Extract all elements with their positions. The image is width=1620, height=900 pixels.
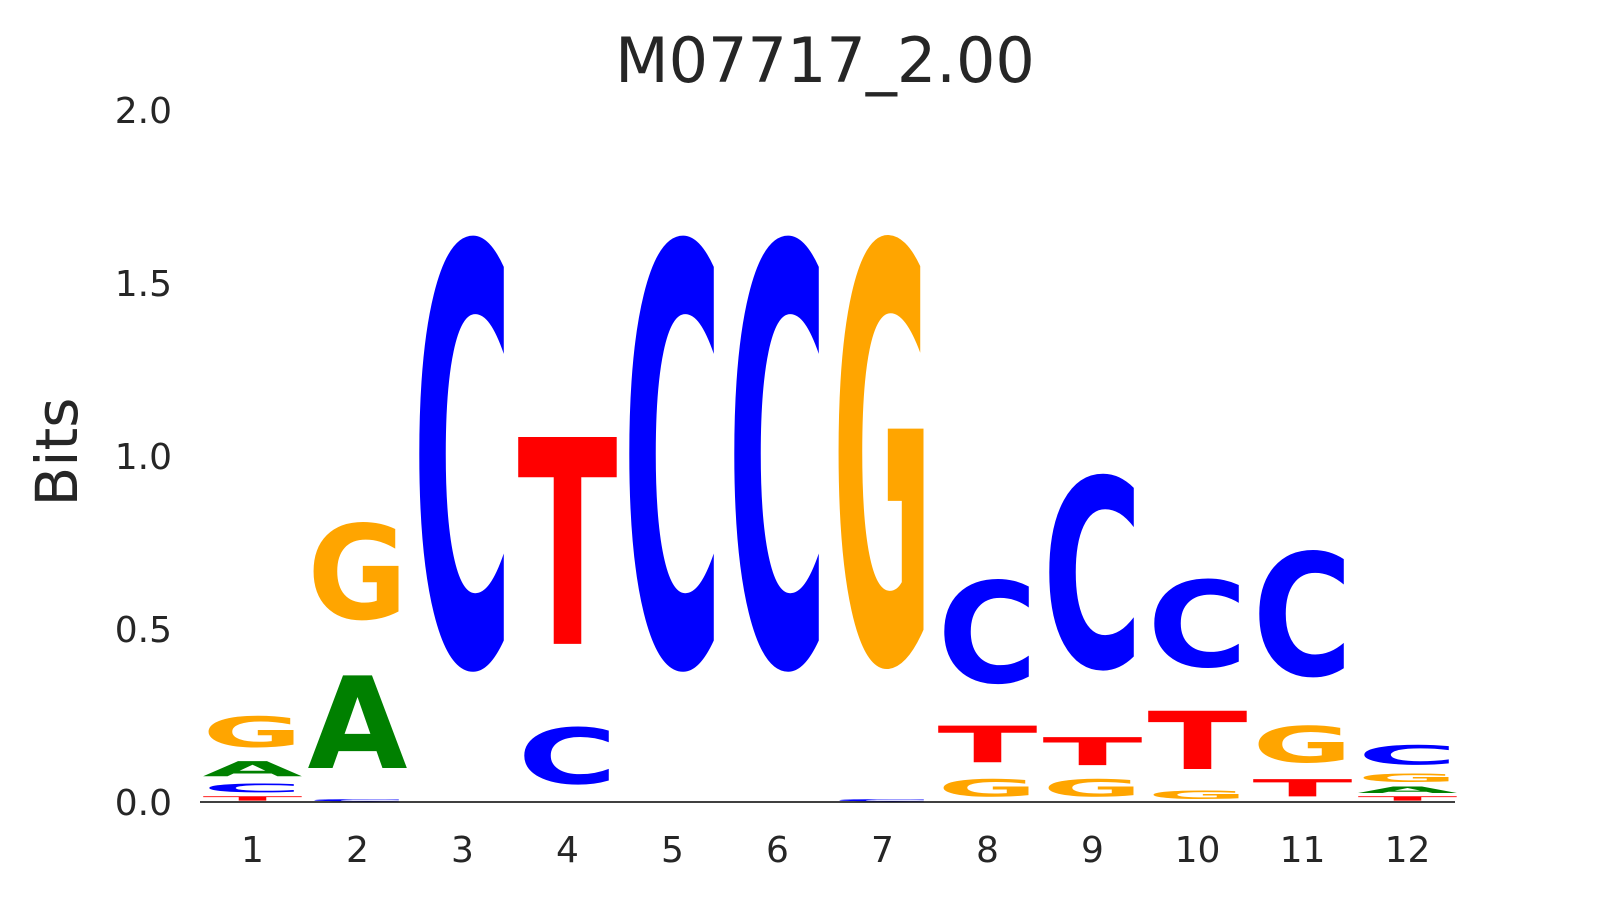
logo-letter-c: C [938,554,1038,716]
logo-letter-g: G [1358,771,1458,785]
logo-letter-c: C [413,128,513,800]
x-tick-label: 12 [1385,830,1431,871]
y-tick-label: 1.5 [115,264,172,305]
logo-letter-c: C [1358,740,1458,771]
y-axis-label: Bits [23,398,91,507]
x-tick-label: 8 [976,830,999,871]
y-tick-label: 1.0 [115,437,172,478]
logo-letter-g: G [1253,716,1353,774]
logo-letter-g: G [1043,774,1143,802]
logo-letter-c: C [1148,558,1248,695]
x-tick-label: 3 [451,830,474,871]
logo-letter-c: C [203,781,303,795]
logo-letter-g: G [203,709,303,757]
x-tick-label: 7 [871,830,894,871]
logo-letter-t: T [1253,774,1354,801]
y-tick-label: 2.0 [115,91,172,132]
logo-letter-c: C [1043,425,1143,728]
logo-letter-t: T [938,715,1038,774]
logo-letter-t: T [1358,795,1458,802]
logo-letter-c: C [623,128,723,800]
logo-letter-g: G [833,128,933,796]
x-tick-label: 5 [661,830,684,871]
logo-letter-t: T [203,795,303,802]
x-tick-label: 9 [1081,830,1104,871]
y-tick-label: 0.5 [115,610,172,651]
logo-letter-c: C [833,799,933,802]
logo-letter-c: C [728,128,828,800]
logo-letter-t: T [1043,730,1143,774]
y-axis-ticks: 0.0 0.5 1.0 1.5 2.0 [115,91,172,824]
logo-letter-a: A [1358,785,1458,795]
logo-letter-g: G [938,774,1038,802]
x-tick-label: 11 [1280,830,1326,871]
chart-title: M07717_2.00 [615,24,1035,97]
x-tick-label: 10 [1175,830,1221,871]
x-axis-ticks: 1 2 3 4 5 6 7 8 9 10 11 12 [241,830,1430,871]
x-tick-label: 2 [346,830,369,871]
logo-letter-g: G [1148,788,1248,802]
logo-letter-t: T [518,381,618,711]
logo-letter-g: G [308,498,408,650]
logo-letter-c: C [308,799,408,802]
logo-letter-c: C [518,713,618,803]
x-tick-label: 1 [241,830,264,871]
x-tick-label: 6 [766,830,789,871]
logo-letter-c: C [1253,520,1353,716]
logo-letter-a: A [308,651,408,799]
logo-letter-t: T [1148,695,1248,788]
y-tick-label: 0.0 [115,783,172,824]
x-tick-label: 4 [556,830,579,871]
logo-letter-a: A [203,757,304,781]
